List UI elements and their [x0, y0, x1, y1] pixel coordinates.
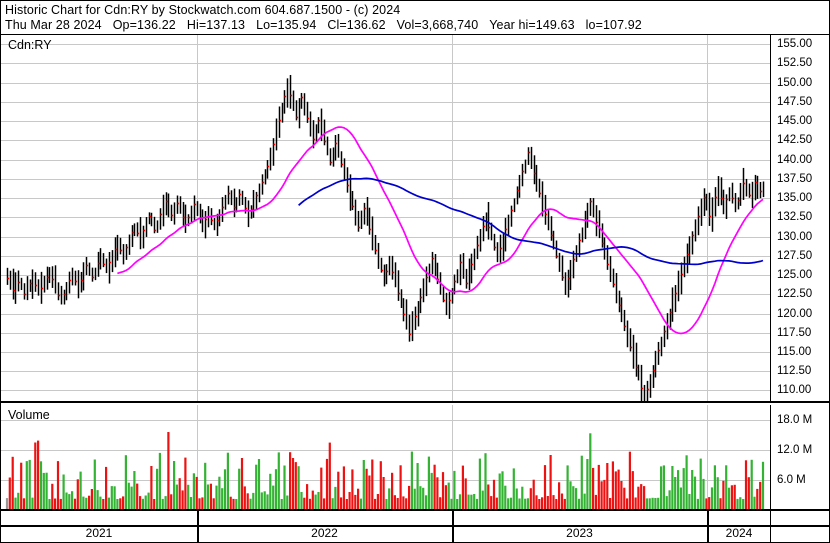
quote-close: Cl=136.62	[327, 18, 386, 32]
price-axis-labels: 155.00 152.50 150.00 147.50 145.00 142.50 140.…	[771, 35, 829, 401]
price-panel-title: Cdn:RY	[8, 38, 52, 52]
price-tick-label: 130.00	[777, 230, 813, 243]
price-tick-label: 132.50	[777, 211, 813, 224]
quote-open: Op=136.22	[112, 18, 176, 32]
price-tick-label: 147.50	[777, 95, 813, 108]
quote-summary: Thu Mar 28 2024 Op=136.22 Hi=137.13 Lo=135.…	[5, 18, 653, 32]
price-tick-label: 152.50	[777, 57, 813, 70]
volume-tick-label: 6.0 M	[777, 474, 806, 486]
chart-title: Historic Chart for Cdn:RY by Stockwatch.…	[5, 3, 401, 17]
volume-panel-title: Volume	[8, 408, 50, 422]
volume-panel: Volume 18.0 M 12.0 M 6.0 M	[1, 405, 829, 511]
volume-chart-svg	[1, 405, 770, 509]
price-tick-label: 115.00	[777, 345, 812, 358]
x-axis-panel: 2021 2022 2023 2024	[1, 511, 829, 542]
year-label: 2021	[85, 526, 113, 540]
price-panel: Cdn:RY 155.00 152.50 150.00 147.50 145.00 142…	[1, 35, 829, 403]
quote-volume: Vol=3,668,740	[396, 18, 479, 32]
volume-tick-label: 18.0 M	[777, 414, 813, 426]
price-tick-label: 117.50	[777, 326, 812, 339]
quote-date: Thu Mar 28 2024	[5, 18, 102, 32]
price-tick-label: 155.00	[777, 38, 813, 51]
volume-axis-labels: 18.0 M 12.0 M 6.0 M	[771, 405, 829, 509]
price-tick-label: 127.50	[777, 249, 813, 262]
quote-high: Hi=137.13	[186, 18, 246, 32]
price-tick-label: 142.50	[777, 134, 813, 147]
year-divider	[707, 511, 709, 542]
quote-year-low: lo=107.92	[585, 18, 642, 32]
year-divider	[197, 511, 199, 542]
price-tick-label: 140.00	[777, 153, 813, 166]
price-plot-area[interactable]	[1, 35, 771, 401]
price-tick-label: 137.50	[777, 172, 813, 185]
price-tick-label: 125.00	[777, 269, 813, 282]
price-chart-svg	[1, 35, 770, 401]
year-label: 2024	[725, 526, 753, 540]
year-label: 2023	[566, 526, 593, 540]
volume-plot-area[interactable]	[1, 405, 771, 509]
quote-low: Lo=135.94	[256, 18, 317, 32]
volume-tick-label: 12.0 M	[777, 444, 813, 456]
year-divider	[452, 511, 454, 542]
axis-separator	[1, 525, 829, 527]
price-tick-label: 112.50	[777, 365, 812, 378]
price-tick-label: 145.00	[777, 115, 813, 128]
price-tick-label: 150.00	[777, 76, 813, 89]
price-tick-label: 122.50	[777, 288, 813, 301]
year-label: 2022	[311, 526, 338, 540]
chart-header: Historic Chart for Cdn:RY by Stockwatch.…	[1, 1, 829, 35]
price-tick-label: 135.00	[777, 192, 813, 205]
price-tick-label: 120.00	[777, 307, 813, 320]
price-tick-label: 110.00	[777, 384, 812, 397]
quote-year-high: Year hi=149.63	[489, 18, 575, 32]
